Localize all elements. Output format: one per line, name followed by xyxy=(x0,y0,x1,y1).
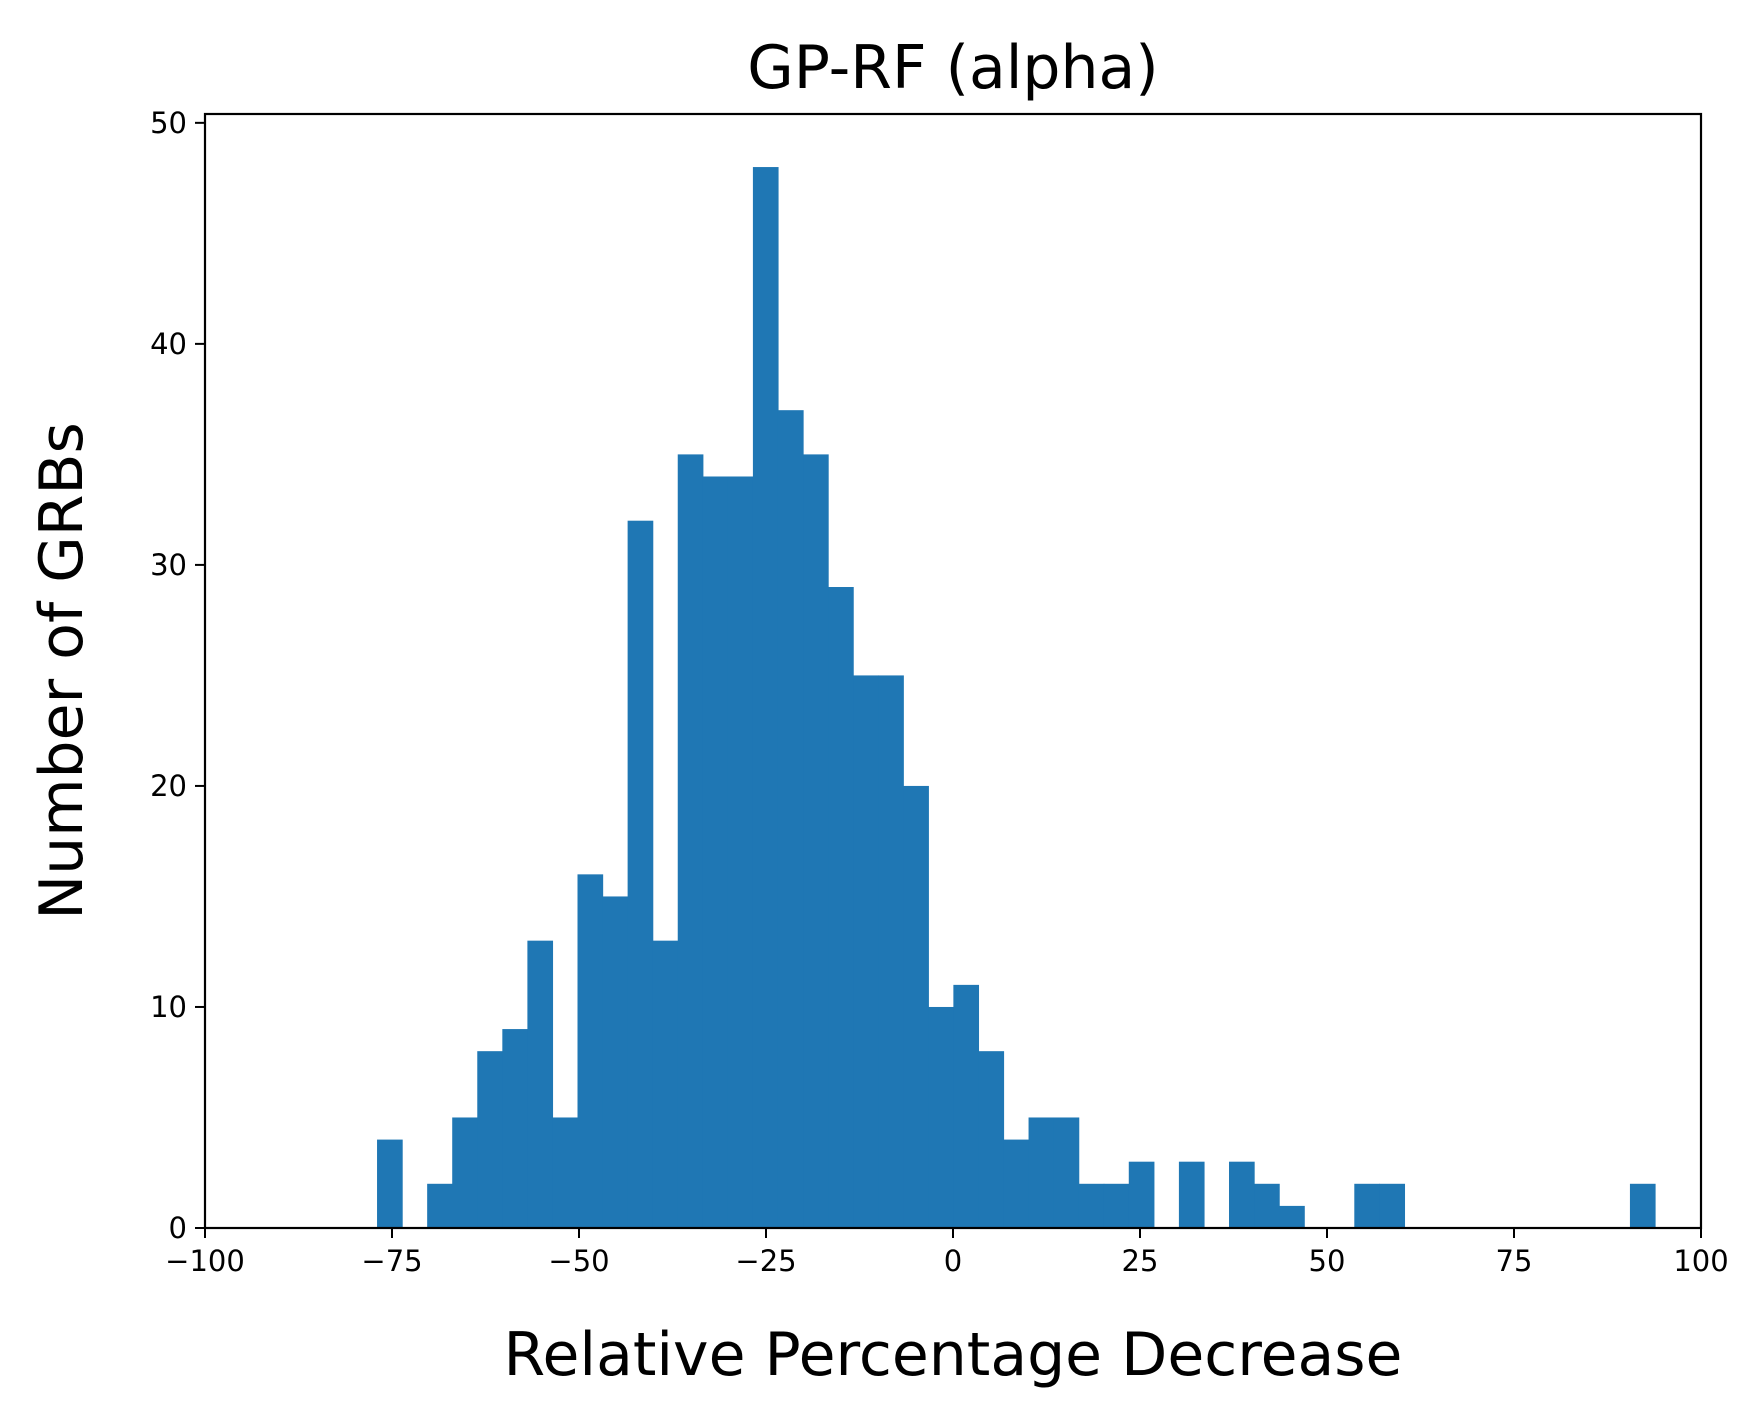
histogram-bar xyxy=(1028,1117,1055,1228)
histogram-bar xyxy=(978,1051,1005,1228)
histogram-bar xyxy=(928,1006,954,1228)
x-tick-label: −25 xyxy=(735,1244,796,1278)
y-tick-label: 20 xyxy=(150,769,187,803)
histogram-bar xyxy=(727,476,754,1228)
histogram-bar xyxy=(1053,1117,1080,1228)
histogram-bars xyxy=(377,167,1656,1228)
histogram-bar xyxy=(1103,1183,1130,1228)
histogram-bar xyxy=(1279,1205,1305,1228)
x-tick-label: 75 xyxy=(1496,1244,1533,1278)
histogram-bar xyxy=(878,675,904,1228)
histogram-bar xyxy=(652,940,679,1228)
histogram-bar xyxy=(427,1183,453,1228)
histogram-bar xyxy=(702,476,729,1228)
y-tick-label: 10 xyxy=(150,990,187,1024)
histogram-bar xyxy=(1178,1161,1205,1228)
histogram-bar xyxy=(777,410,804,1228)
histogram-bar xyxy=(853,675,879,1228)
histogram-bar xyxy=(1003,1139,1030,1228)
histogram-bar xyxy=(1379,1183,1406,1228)
histogram-bar xyxy=(953,984,980,1228)
histogram-bar xyxy=(452,1117,478,1228)
histogram-bar xyxy=(502,1029,528,1228)
histogram-bar xyxy=(602,896,629,1228)
x-tick-label: 0 xyxy=(944,1244,962,1278)
histogram-bar xyxy=(477,1051,503,1228)
y-axis-ticks: 0 10 20 30 40 50 xyxy=(150,106,205,1245)
x-tick-label: 25 xyxy=(1122,1244,1159,1278)
histogram-bar xyxy=(1229,1161,1255,1228)
histogram-bar xyxy=(1354,1183,1380,1228)
histogram-bar xyxy=(677,454,704,1228)
histogram-bar xyxy=(1078,1183,1105,1228)
histogram-bar xyxy=(828,587,854,1228)
histogram-bar xyxy=(1128,1161,1155,1228)
histogram-bar xyxy=(903,785,929,1228)
y-tick-label: 50 xyxy=(150,106,187,140)
x-tick-label: 100 xyxy=(1673,1244,1728,1278)
histogram-bar xyxy=(527,940,554,1228)
y-axis-title: Number of GRBs xyxy=(27,422,97,920)
histogram-bar xyxy=(803,454,829,1228)
histogram-bar xyxy=(577,874,604,1228)
y-tick-label: 40 xyxy=(150,327,187,361)
x-axis-ticks: −100 −75 −50 −25 0 25 50 75 100 xyxy=(165,1228,1729,1278)
x-tick-label: −50 xyxy=(548,1244,609,1278)
y-tick-label: 0 xyxy=(169,1211,187,1245)
histogram-bar xyxy=(1254,1183,1280,1228)
histogram-bar xyxy=(1629,1183,1656,1228)
x-tick-label: −100 xyxy=(165,1244,245,1278)
y-tick-label: 30 xyxy=(150,548,187,582)
histogram-bar xyxy=(752,167,779,1228)
histogram-bar xyxy=(552,1117,579,1228)
x-tick-label: 50 xyxy=(1309,1244,1346,1278)
x-axis-title: Relative Percentage Decrease xyxy=(504,1320,1403,1390)
histogram-bar xyxy=(377,1139,403,1228)
chart-title: GP-RF (alpha) xyxy=(747,33,1158,103)
x-tick-label: −75 xyxy=(361,1244,422,1278)
histogram-bar xyxy=(627,520,654,1228)
